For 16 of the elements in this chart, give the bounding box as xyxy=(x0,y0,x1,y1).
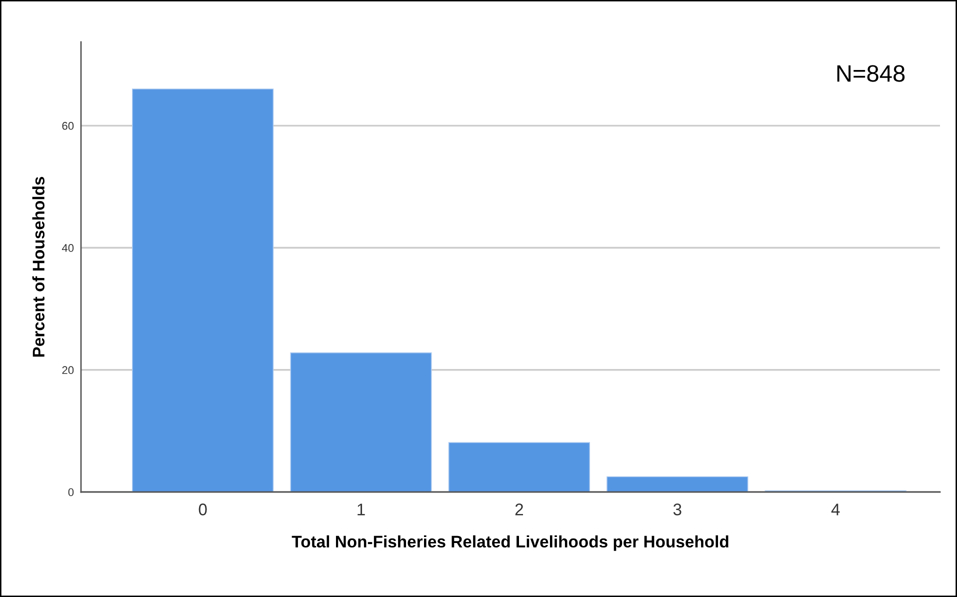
bar xyxy=(448,442,590,492)
bar xyxy=(290,352,432,492)
x-tick-label: 4 xyxy=(831,504,840,516)
x-tick-label: 1 xyxy=(358,504,365,516)
y-tick-label: 60 xyxy=(62,122,74,130)
bar xyxy=(606,476,748,492)
bar xyxy=(132,88,274,492)
y-axis-title: Percent of Households xyxy=(32,176,45,357)
y-tick-label: 0 xyxy=(68,488,74,496)
x-tick-label: 2 xyxy=(515,504,523,516)
x-tick-label: 0 xyxy=(198,504,207,516)
annotation: N=848 xyxy=(837,65,905,82)
y-tick-label: 40 xyxy=(62,244,74,252)
y-tick-label: 20 xyxy=(62,366,74,374)
x-axis-title: Total Non-Fisheries Related Livelihoods per Household xyxy=(292,535,728,551)
x-tick-label: 3 xyxy=(673,504,682,516)
